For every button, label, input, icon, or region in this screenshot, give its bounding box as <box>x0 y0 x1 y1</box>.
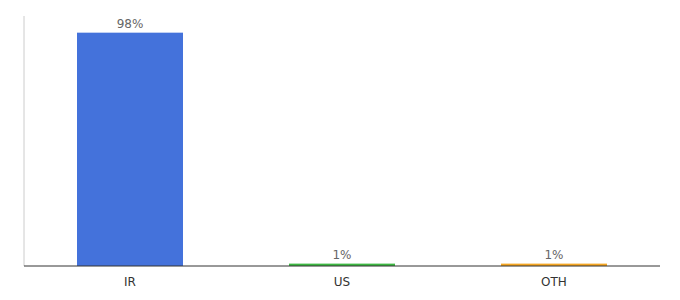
x-tick-label: US <box>334 275 350 289</box>
data-label: 1% <box>544 248 563 262</box>
plot-area: 98% 1% 1% IR US OTH <box>24 16 660 289</box>
x-tick-label: OTH <box>541 275 567 289</box>
chart-svg: 98% 1% 1% IR US OTH <box>0 0 680 300</box>
x-axis-line <box>24 266 660 267</box>
bars <box>77 33 607 266</box>
x-tick-label: IR <box>124 275 136 289</box>
y-axis-line <box>24 16 25 266</box>
data-label: 98% <box>117 17 144 31</box>
bar <box>77 33 183 266</box>
chart-container: 98% 1% 1% IR US OTH <box>0 0 680 300</box>
data-label: 1% <box>332 248 351 262</box>
